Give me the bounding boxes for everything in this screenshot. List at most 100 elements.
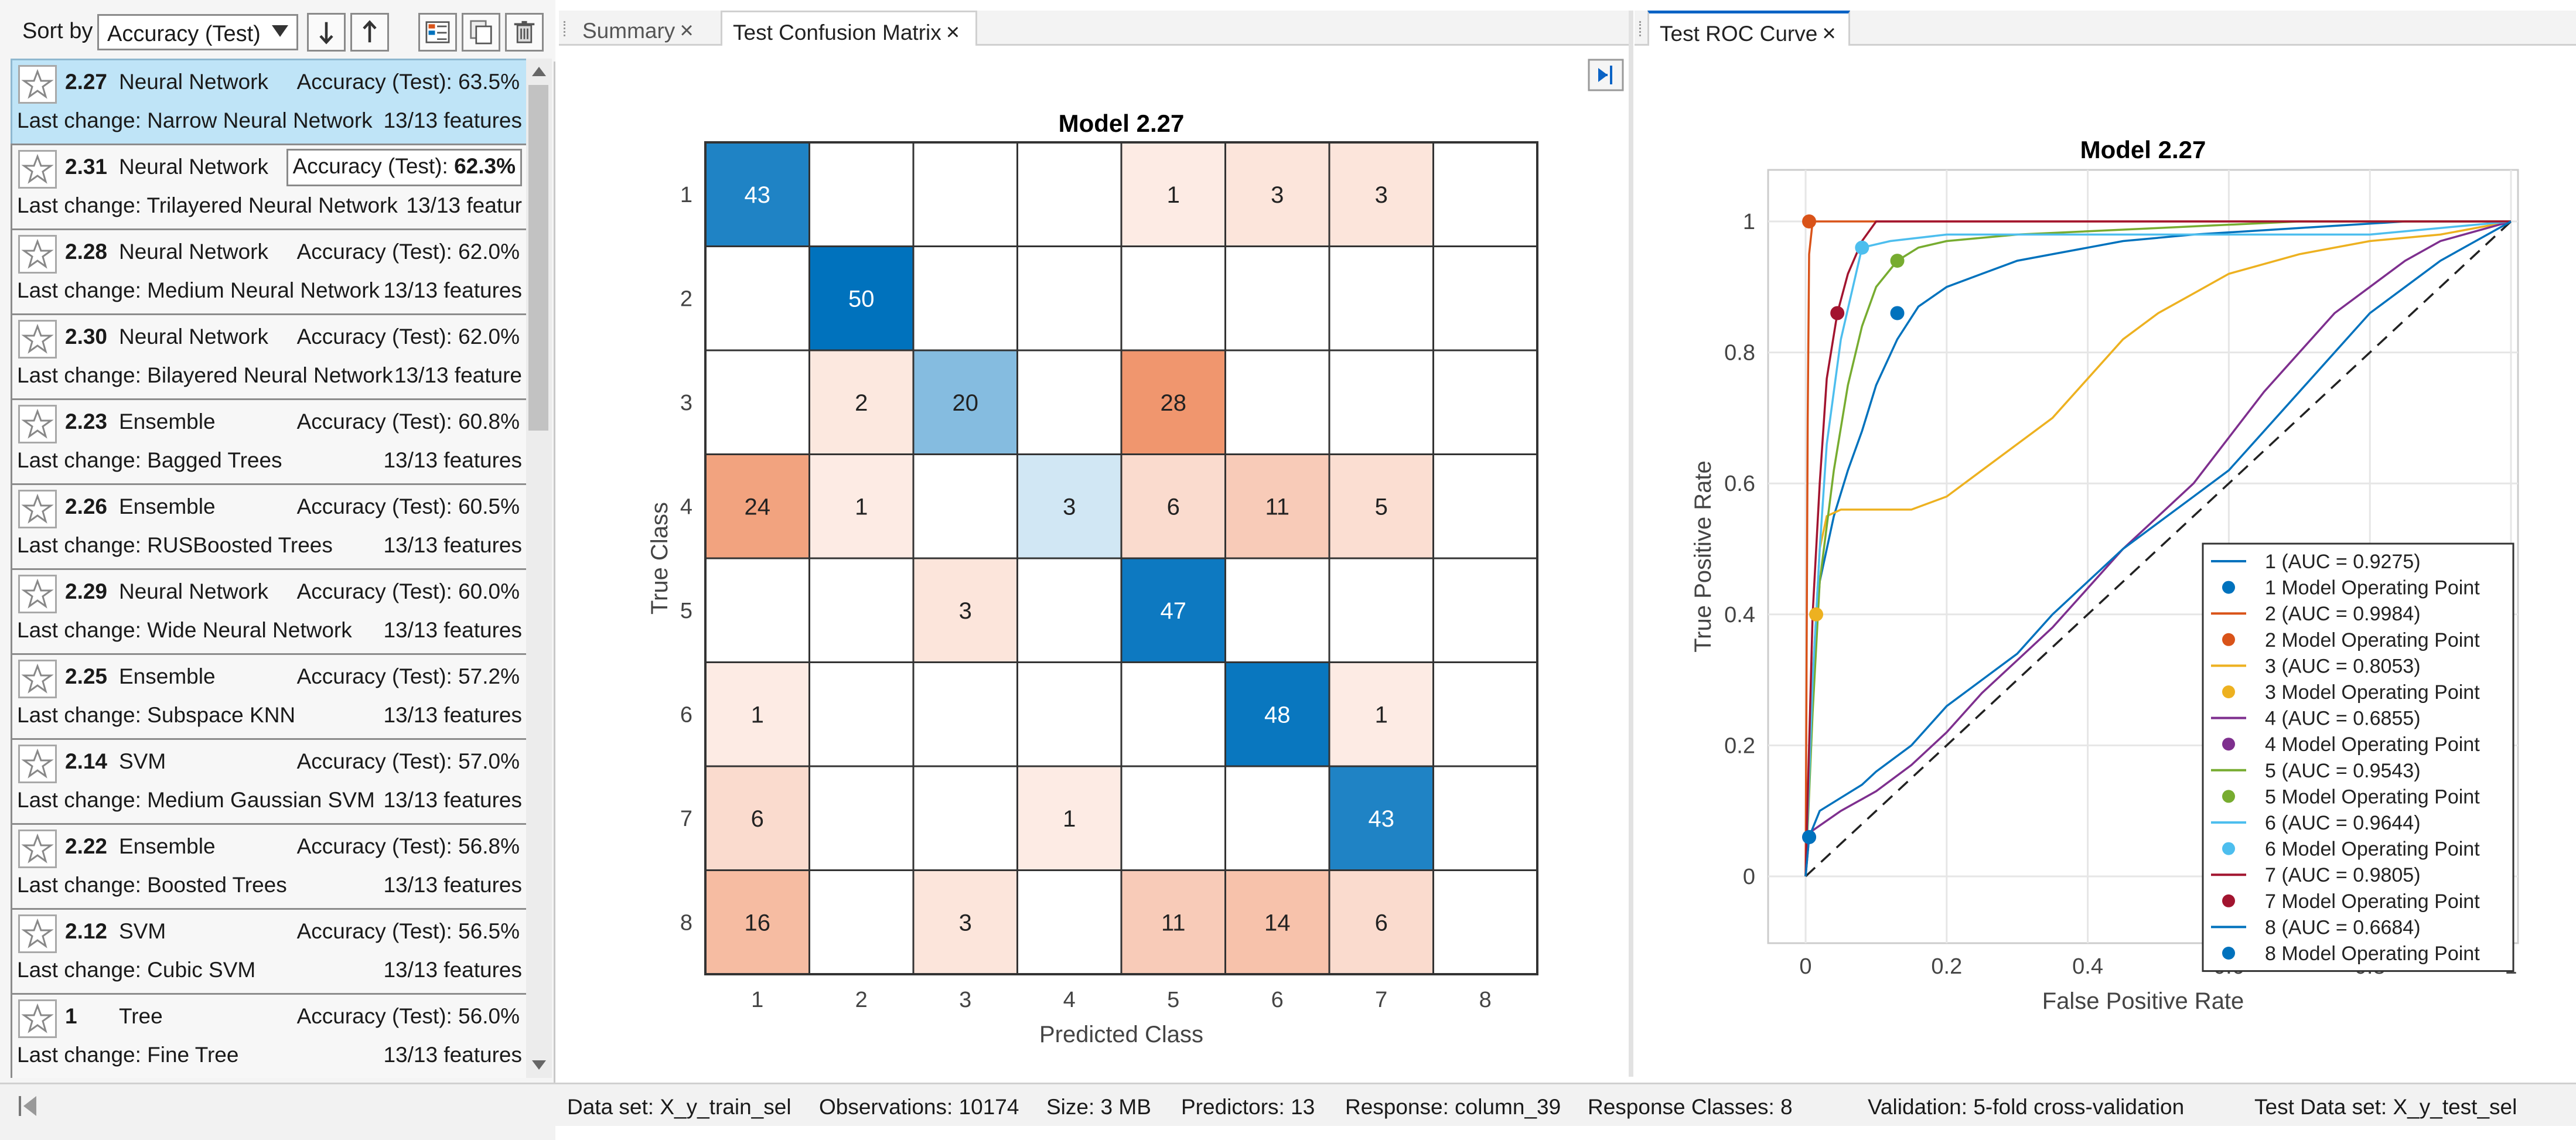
sort-descending-button[interactable] (307, 13, 346, 52)
scroll-up-icon[interactable] (532, 67, 546, 76)
model-accuracy: Accuracy (Test): 60.0% (297, 579, 520, 604)
cm-cell (1224, 245, 1330, 351)
cm-cell (704, 869, 810, 975)
cm-row-label: 5 (680, 599, 692, 623)
accuracy-value: 57.2% (458, 664, 520, 688)
cm-cell-value: 6 (1375, 910, 1388, 936)
model-card[interactable]: 2.29 Neural Network Accuracy (Test): 60.0%… (11, 568, 526, 655)
model-last-change: Last change: Bagged Trees (17, 448, 282, 472)
favorite-star-button[interactable] (18, 65, 57, 104)
model-features: 13/13 features (383, 618, 522, 643)
sort-select[interactable]: Accuracy (Test) (97, 14, 298, 50)
grip-icon[interactable] (1639, 21, 1646, 36)
roc-ytick: 1 (1743, 210, 1755, 234)
cm-cell (1224, 349, 1330, 455)
model-type: Ensemble (119, 494, 216, 518)
model-accuracy: Accuracy (Test): 56.5% (297, 919, 520, 944)
status-validation: Validation: 5-fold cross-validation (1868, 1095, 2185, 1119)
model-card[interactable]: 2.26 Ensemble Accuracy (Test): 60.5% Last c… (11, 483, 526, 570)
star-icon (21, 663, 54, 694)
model-card[interactable]: 2.22 Ensemble Accuracy (Test): 56.8% Last c… (11, 823, 526, 910)
cm-cell (1016, 557, 1122, 663)
legend-entry: 4 Model Operating Point (2265, 733, 2480, 756)
favorite-star-button[interactable] (18, 745, 57, 783)
favorite-star-button[interactable] (18, 575, 57, 613)
model-last-change: Last change: Cubic SVM (17, 958, 256, 982)
cm-cell-value: 3 (1375, 182, 1388, 208)
favorite-star-button[interactable] (18, 320, 57, 359)
legend-entry: 7 (AUC = 0.9805) (2265, 864, 2421, 886)
duplicate-model-button[interactable] (462, 13, 500, 52)
model-card[interactable]: 2.14 SVM Accuracy (Test): 57.0% Last change… (11, 738, 526, 825)
cm-cell (1120, 557, 1226, 663)
model-card[interactable]: 2.23 Ensemble Accuracy (Test): 60.8% Last c… (11, 398, 526, 485)
compare-models-button[interactable] (418, 13, 457, 52)
favorite-star-button[interactable] (18, 914, 57, 953)
close-icon[interactable]: × (946, 19, 960, 45)
model-type: Neural Network (119, 240, 268, 264)
tab-test-confusion-matrix[interactable]: Test Confusion Matrix × (721, 11, 977, 46)
cm-row-label: 8 (680, 910, 692, 935)
model-card[interactable]: 1 Tree Accuracy (Test): 56.0% Last change: … (11, 993, 526, 1078)
cm-col-label: 6 (1271, 988, 1284, 1012)
model-card[interactable]: 2.27 Neural Network Accuracy (Test): 63.5%… (11, 59, 526, 145)
collapse-panel-icon[interactable] (16, 1093, 40, 1119)
roc-operating-point (1802, 830, 1817, 844)
favorite-star-button[interactable] (18, 999, 57, 1038)
tab-test-roc-curve[interactable]: Test ROC Curve × (1647, 11, 1850, 46)
roc-operating-point (1890, 254, 1905, 268)
favorite-star-button[interactable] (18, 490, 57, 528)
model-card[interactable]: 2.25 Ensemble Accuracy (Test): 57.2% Last c… (11, 653, 526, 740)
grip-icon[interactable] (564, 21, 570, 36)
model-card[interactable]: 2.31 Neural Network Accuracy (Test): 62.3%… (11, 144, 526, 230)
accuracy-value: 63.5% (458, 70, 520, 94)
model-accuracy: Accuracy (Test): 60.5% (297, 494, 520, 519)
favorite-star-button[interactable] (18, 830, 57, 868)
cm-cell (704, 765, 810, 871)
accuracy-label: Accuracy (Test): (296, 749, 459, 773)
cm-cell (1224, 869, 1330, 975)
roc-operating-point (1802, 214, 1817, 228)
confusion-matrix-panel: Summary × Test Confusion Matrix × Model 2.… (559, 11, 1630, 1077)
scroll-down-icon[interactable] (532, 1060, 546, 1070)
legend-entry: 5 Model Operating Point (2265, 786, 2480, 808)
close-icon[interactable]: × (1822, 21, 1836, 46)
cm-cell (912, 869, 1018, 975)
model-accuracy: Accuracy (Test): 62.3% (286, 149, 522, 186)
model-last-change: Last change: Trilayered Neural Network (17, 193, 398, 217)
cm-cell-value: 5 (1375, 494, 1388, 520)
model-card[interactable]: 2.30 Neural Network Accuracy (Test): 62.0%… (11, 313, 526, 400)
cm-row-label: 7 (680, 807, 692, 831)
tab-summary[interactable]: Summary × (572, 11, 721, 46)
panel-divider[interactable] (1629, 11, 1633, 1077)
model-card[interactable]: 2.28 Neural Network Accuracy (Test): 62.0%… (11, 228, 526, 315)
star-icon (21, 1003, 54, 1033)
roc-chance-line (1804, 220, 2512, 878)
favorite-star-button[interactable] (18, 660, 57, 698)
model-last-change: Last change: Medium Neural Network (17, 278, 380, 302)
cm-cell (1328, 557, 1434, 663)
legend-point-swatch (2222, 633, 2235, 646)
sort-ascending-button[interactable] (350, 13, 389, 52)
accuracy-value: 60.0% (458, 579, 520, 603)
model-card[interactable]: 2.12 SVM Accuracy (Test): 56.5% Last change… (11, 908, 526, 995)
accuracy-label: Accuracy (Test): (296, 240, 459, 264)
accuracy-label: Accuracy (Test): (296, 1004, 459, 1028)
close-icon[interactable]: × (680, 18, 694, 43)
favorite-star-button[interactable] (18, 150, 57, 189)
tab-summary-label: Summary (582, 19, 675, 43)
cm-cell-value: 48 (1264, 702, 1291, 728)
model-last-change: Last change: Wide Neural Network (17, 618, 352, 642)
delete-model-button[interactable] (505, 13, 544, 52)
model-accuracy: Accuracy (Test): 56.0% (297, 1004, 520, 1029)
favorite-star-button[interactable] (18, 405, 57, 443)
undock-icon[interactable] (1588, 59, 1624, 91)
cm-cell (1016, 349, 1122, 455)
favorite-star-button[interactable] (18, 235, 57, 274)
roc-series-line (1804, 220, 2512, 877)
legend-entry: 6 (AUC = 0.9644) (2265, 812, 2421, 834)
cm-cell (808, 765, 915, 871)
cm-cell (808, 661, 915, 767)
scroll-thumb[interactable] (528, 85, 548, 431)
accuracy-label: Accuracy (Test): (296, 325, 459, 349)
